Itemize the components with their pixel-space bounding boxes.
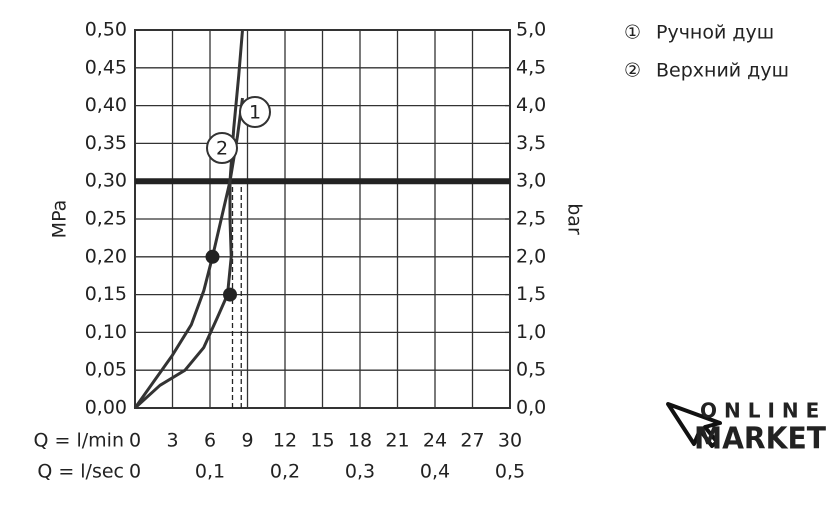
curve-label: 2 [216, 138, 228, 160]
y-tick-label: 0,20 [85, 245, 127, 267]
y2-tick-label: 2,0 [516, 245, 546, 267]
y-tick-label: 0,45 [85, 56, 127, 78]
y-tick-label: 0,50 [85, 19, 127, 41]
logo: ONLINE MARKET [666, 399, 826, 457]
x2-tick-label: 0,1 [195, 461, 225, 483]
x-tick-label: 0 [129, 430, 141, 452]
y-tick-label: 0,00 [85, 397, 127, 419]
logo-cursor [666, 402, 722, 448]
x-tick-label: 9 [241, 430, 253, 452]
x2-tick-label: 0 [129, 461, 141, 483]
curve-label: 1 [249, 102, 261, 124]
x-axis-label: Q = l/min [34, 430, 124, 452]
x-tick-label: 27 [460, 430, 484, 452]
y-tick-label: 0,30 [85, 170, 127, 192]
x-tick-label: 21 [385, 430, 409, 452]
y2-tick-label: 1,0 [516, 321, 546, 343]
x-tick-label: 18 [348, 430, 372, 452]
x-tick-label: 24 [423, 430, 447, 452]
legend-marker: ① [624, 22, 641, 44]
y-tick-label: 0,35 [85, 132, 127, 154]
y2-axis-label: bar [564, 203, 586, 235]
y-axis-label: MPa [49, 200, 71, 239]
x2-tick-label: 0,5 [495, 461, 525, 483]
x-tick-label: 6 [204, 430, 216, 452]
curve-label-circle [206, 132, 238, 164]
x2-tick-label: 0,3 [345, 461, 375, 483]
curve [133, 29, 244, 410]
x2-tick-label: 0,4 [420, 461, 450, 483]
x-tick-label: 30 [498, 430, 522, 452]
y2-tick-label: 0,5 [516, 359, 546, 381]
y2-tick-label: 0,0 [516, 397, 546, 419]
y-tick-label: 0,25 [85, 208, 127, 230]
y2-tick-label: 3,0 [516, 170, 546, 192]
logo-text: MARKET [694, 422, 826, 457]
y2-tick-label: 3,5 [516, 132, 546, 154]
x2-tick-label: 0,2 [270, 461, 300, 483]
x2-axis-label: Q = l/sec [37, 461, 124, 483]
y2-tick-label: 1,5 [516, 283, 546, 305]
curve-label-circle [239, 96, 271, 128]
x-tick-label: 3 [166, 430, 178, 452]
y-tick-label: 0,05 [85, 359, 127, 381]
logo-text: ONLINE [700, 399, 826, 423]
plot-frame [134, 29, 511, 409]
y-tick-label: 0,15 [85, 283, 127, 305]
legend-label: Ручной душ [656, 22, 774, 44]
y2-tick-label: 4,0 [516, 94, 546, 116]
x-tick-label: 15 [310, 430, 334, 452]
x-tick-label: 12 [273, 430, 297, 452]
legend-marker: ② [624, 60, 641, 82]
point [205, 249, 220, 264]
y2-tick-label: 2,5 [516, 208, 546, 230]
legend-label: Верхний душ [656, 60, 789, 82]
y2-tick-label: 5,0 [516, 19, 546, 41]
y-tick-label: 0,40 [85, 94, 127, 116]
y2-tick-label: 4,5 [516, 56, 546, 78]
y-tick-label: 0,10 [85, 321, 127, 343]
point [223, 287, 237, 302]
